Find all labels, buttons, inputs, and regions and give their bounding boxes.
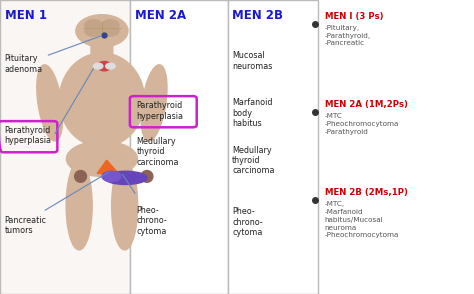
Ellipse shape [98,61,111,71]
Ellipse shape [59,53,145,147]
Text: Pheo-
chrono-
cytoma: Pheo- chrono- cytoma [232,207,263,237]
Text: Marfanoid
body
habitus: Marfanoid body habitus [232,98,273,128]
Text: MEN I (3 Ps): MEN I (3 Ps) [325,11,383,21]
Text: MEN 2B: MEN 2B [232,9,283,22]
FancyBboxPatch shape [91,40,113,54]
Text: -MTC
-Pheochromocytoma
-Parathyroid: -MTC -Pheochromocytoma -Parathyroid [325,113,399,135]
Polygon shape [97,160,118,173]
Circle shape [85,20,102,30]
Ellipse shape [66,162,92,250]
Ellipse shape [75,171,86,182]
Ellipse shape [102,171,121,181]
Circle shape [85,26,102,36]
Ellipse shape [112,162,137,250]
Text: MEN 2A: MEN 2A [135,9,186,22]
Ellipse shape [141,171,153,182]
Bar [228,0,318,294]
Text: Pituitary
adenoma: Pituitary adenoma [5,36,101,74]
Circle shape [106,63,115,69]
Text: Pancreatic
tumors: Pancreatic tumors [5,216,47,235]
Text: Parathyroid
hyperplasia: Parathyroid hyperplasia [5,126,52,145]
Circle shape [93,63,103,69]
Text: -MTC,
-Marfanoid
habitus/Mucosal
neuroma
-Pheochromocytoma: -MTC, -Marfanoid habitus/Mucosal neuroma… [325,201,399,238]
Ellipse shape [66,141,137,176]
Circle shape [76,15,128,47]
Text: Medullary
thyroid
carcinoma: Medullary thyroid carcinoma [137,137,179,166]
Text: MEN 2B (2Ms,1P): MEN 2B (2Ms,1P) [325,188,408,197]
Text: Pheo-
chrono-
cytoma: Pheo- chrono- cytoma [137,206,167,235]
Circle shape [102,20,119,30]
Text: MEN 2A (1M,2Ps): MEN 2A (1M,2Ps) [325,100,408,109]
Bar [130,0,228,294]
Text: Parathyroid
hyperplasia: Parathyroid hyperplasia [137,101,183,121]
Text: MEN 1: MEN 1 [5,9,47,22]
Ellipse shape [141,65,167,141]
Text: Medullary
thyroid
carcinoma: Medullary thyroid carcinoma [232,146,275,175]
Circle shape [102,26,119,36]
Bar [0,0,130,294]
Ellipse shape [37,65,63,141]
Ellipse shape [104,171,147,185]
Text: Mucosal
neuromas: Mucosal neuromas [232,51,273,71]
Text: -Pituitary,
-Parathyroid,
-Pancreatic: -Pituitary, -Parathyroid, -Pancreatic [325,25,371,46]
